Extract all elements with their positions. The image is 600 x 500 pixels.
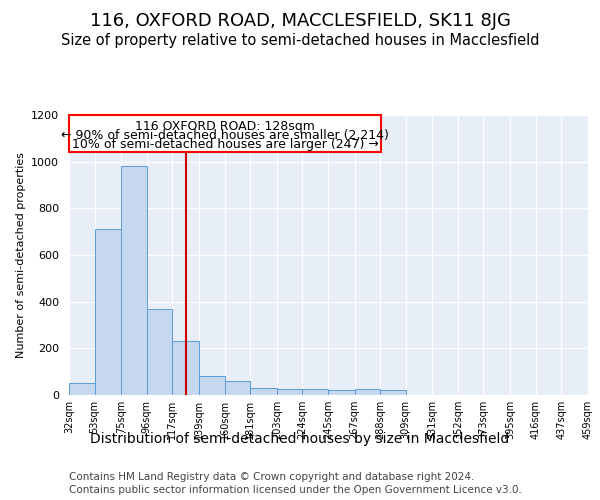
Text: 116, OXFORD ROAD, MACCLESFIELD, SK11 8JG: 116, OXFORD ROAD, MACCLESFIELD, SK11 8JG xyxy=(89,12,511,30)
Bar xyxy=(380,390,406,395)
Text: Contains HM Land Registry data © Crown copyright and database right 2024.: Contains HM Land Registry data © Crown c… xyxy=(69,472,475,482)
Bar xyxy=(224,381,250,395)
Bar xyxy=(277,389,302,395)
Text: Size of property relative to semi-detached houses in Macclesfield: Size of property relative to semi-detach… xyxy=(61,32,539,48)
Bar xyxy=(199,376,224,395)
Bar xyxy=(250,388,277,395)
FancyBboxPatch shape xyxy=(69,115,382,152)
Text: Contains public sector information licensed under the Open Government Licence v3: Contains public sector information licen… xyxy=(69,485,522,495)
Bar xyxy=(355,389,380,395)
Bar xyxy=(302,389,328,395)
Bar xyxy=(172,342,199,395)
Text: 10% of semi-detached houses are larger (247) →: 10% of semi-detached houses are larger (… xyxy=(72,138,379,151)
Bar xyxy=(121,166,147,395)
Bar xyxy=(95,230,121,395)
Bar xyxy=(69,384,95,395)
Bar xyxy=(328,390,355,395)
Bar xyxy=(147,308,172,395)
Text: ← 90% of semi-detached houses are smaller (2,214): ← 90% of semi-detached houses are smalle… xyxy=(61,129,389,142)
Text: 116 OXFORD ROAD: 128sqm: 116 OXFORD ROAD: 128sqm xyxy=(135,120,315,132)
Text: Distribution of semi-detached houses by size in Macclesfield: Distribution of semi-detached houses by … xyxy=(91,432,509,446)
Y-axis label: Number of semi-detached properties: Number of semi-detached properties xyxy=(16,152,26,358)
